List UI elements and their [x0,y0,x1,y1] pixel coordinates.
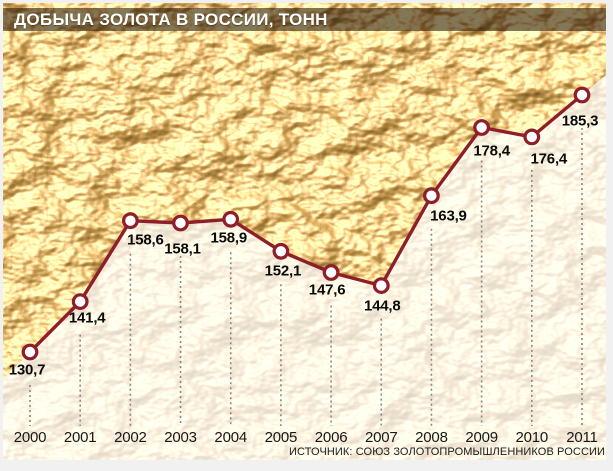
chart-title: ДОБЫЧА ЗОЛОТА В РОССИИ, ТОНН [14,10,328,29]
year-tick-2010: 2010 [515,429,549,446]
point-label-2010: 176,4 [530,150,568,168]
year-tick-2000: 2000 [13,429,47,446]
point-label-2002: 158,6 [127,231,164,249]
point-marker-2011 [573,86,591,104]
year-tick-2007: 2007 [364,429,398,446]
year-tick-2001: 2001 [63,429,97,446]
point-label-2006: 147,6 [308,281,346,299]
year-tick-2009: 2009 [465,429,498,446]
point-marker-2010 [523,128,541,146]
point-marker-2001 [71,293,89,311]
year-tick-2011: 2011 [566,429,598,446]
point-marker-2009 [473,119,491,136]
point-marker-2005 [272,242,290,260]
data-line [28,93,584,354]
point-marker-2006 [322,264,340,281]
year-tick-2008: 2008 [415,429,448,446]
point-label-2001: 141,4 [68,309,106,327]
point-marker-2004 [222,210,240,228]
chart-title-bar: ДОБЫЧА ЗОЛОТА В РОССИИ, ТОНН [3,8,606,31]
point-marker-2002 [121,212,139,230]
year-tick-2002: 2002 [114,429,147,446]
year-tick-2005: 2005 [264,429,298,446]
point-label-2009: 178,4 [473,142,510,160]
point-marker-2003 [172,214,189,232]
year-tick-2006: 2006 [314,429,348,446]
vertical-dotted-gridlines [29,128,583,426]
point-marker-2008 [423,187,440,205]
data-point-markers [21,86,591,361]
point-label-2003: 158,1 [164,240,201,258]
point-label-2011: 185,3 [561,112,599,130]
point-label-2000: 130,7 [8,361,46,379]
under-line-fade-overlay [3,74,606,461]
point-label-2008: 163,9 [430,207,467,225]
point-label-2005: 152,1 [264,262,302,280]
point-label-2004: 158,9 [210,229,247,247]
point-marker-2007 [372,277,390,295]
year-tick-2004: 2004 [214,429,248,446]
year-tick-2003: 2003 [164,429,197,446]
point-marker-2000 [21,343,39,361]
point-label-2007: 144,8 [363,297,401,315]
source-credit: ИСТОЧНИК: СОЮЗ ЗОЛОТОПРОМЫШЛЕННИКОВ РОСС… [289,446,605,458]
